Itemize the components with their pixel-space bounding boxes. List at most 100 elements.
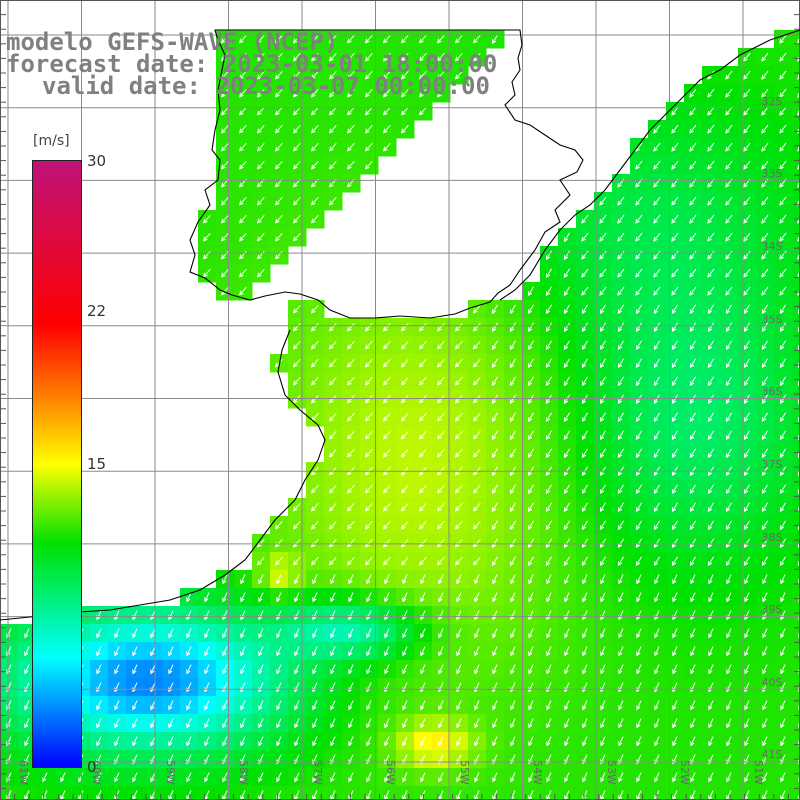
wind-arrow (761, 196, 769, 206)
wind-arrowhead (256, 236, 262, 242)
wind-arrowhead (328, 92, 334, 98)
wind-arrow (762, 592, 768, 602)
wind-arrow (347, 88, 355, 98)
wind-arrowhead (779, 507, 785, 513)
wind-arrow (456, 646, 462, 656)
wind-arrowhead (366, 597, 371, 603)
wind-arrowhead (726, 669, 731, 675)
wind-arrow (671, 124, 679, 134)
wind-arrow (527, 322, 535, 332)
wind-arrow (492, 682, 498, 692)
wind-cell (792, 642, 800, 661)
wind-arrowhead (256, 146, 262, 152)
wind-arrow (582, 610, 588, 620)
wind-arrow (743, 70, 751, 80)
wind-arrow (329, 196, 337, 206)
wind-arrowhead (671, 525, 677, 531)
lat-label: 36S (762, 385, 783, 398)
wind-arrow (186, 682, 192, 692)
wind-arrow (708, 700, 714, 710)
wind-arrowhead (546, 741, 551, 747)
wind-arrowhead (330, 633, 335, 639)
wind-arrow (671, 448, 679, 458)
wind-arrow (96, 790, 102, 800)
wind-arrow (419, 358, 427, 368)
wind-arrow (491, 340, 499, 350)
wind-arrowhead (150, 669, 155, 675)
wind-arrow (330, 628, 336, 638)
wind-arrow (779, 340, 787, 350)
wind-arrowhead (635, 272, 640, 278)
wind-arrow (347, 484, 355, 494)
wind-arrowhead (472, 470, 478, 476)
wind-arrowhead (292, 218, 298, 224)
wind-arrow (275, 88, 283, 98)
wind-arrowhead (454, 362, 460, 368)
wind-arrowhead (310, 398, 316, 404)
wind-arrowhead (563, 363, 569, 369)
wind-arrow (654, 628, 660, 638)
wind-arrowhead (420, 741, 425, 747)
wind-arrowhead (564, 723, 569, 729)
wind-arrowhead (797, 110, 800, 116)
wind-arrow (186, 664, 192, 674)
wind-arrow (779, 322, 787, 332)
wind-arrowhead (726, 723, 731, 729)
wind-arrow (797, 39, 800, 44)
wind-arrowhead (384, 669, 389, 675)
wind-arrowhead (564, 687, 569, 693)
wind-arrowhead (671, 345, 677, 351)
wind-arrowhead (797, 345, 800, 351)
wind-arrowhead (779, 290, 784, 296)
wind-arrowhead (474, 633, 479, 639)
wind-arrowhead (274, 38, 280, 44)
lon-label: 58W (237, 760, 250, 785)
wind-arrow (545, 268, 553, 278)
wind-arrow (617, 304, 625, 314)
wind-arrowhead (780, 651, 785, 657)
wind-arrowhead (292, 56, 298, 62)
wind-arrow (384, 790, 390, 800)
wind-arrowhead (6, 669, 11, 675)
wind-arrowhead (24, 705, 29, 711)
wind-arrowhead (761, 561, 767, 567)
wind-arrowhead (761, 471, 767, 477)
wind-arrowhead (618, 597, 623, 603)
wind-arrowhead (762, 597, 767, 603)
wind-arrow (797, 75, 800, 80)
wind-arrowhead (346, 146, 352, 152)
wind-arrowhead (276, 777, 281, 783)
wind-arrowhead (436, 92, 442, 98)
wind-arrowhead (222, 687, 227, 693)
wind-arrow (114, 700, 120, 710)
wind-arrowhead (690, 597, 695, 603)
wind-arrow (60, 772, 66, 782)
wind-arrow (312, 592, 318, 602)
wind-arrow (689, 196, 697, 206)
wind-arrowhead (509, 471, 515, 477)
wind-arrow (293, 232, 301, 242)
wind-arrow (456, 610, 462, 620)
wind-arrowhead (258, 777, 263, 783)
wind-arrowhead (509, 381, 515, 387)
wind-arrow (563, 340, 571, 350)
wind-arrow (311, 214, 319, 224)
wind-arrowhead (491, 453, 497, 459)
wind-arrow (168, 682, 174, 692)
wind-arrowhead (599, 489, 605, 495)
wind-arrow (294, 646, 300, 656)
wind-arrow (689, 232, 697, 242)
wind-arrowhead (546, 723, 551, 729)
wind-arrowhead (725, 381, 731, 387)
wind-arrowhead (454, 344, 460, 350)
wind-arrow (383, 556, 391, 566)
wind-arrowhead (762, 777, 767, 783)
wind-arrowhead (653, 200, 658, 206)
wind-arrowhead (510, 723, 515, 729)
wind-arrowhead (527, 327, 533, 333)
wind-arrow (420, 736, 426, 746)
wind-arrow (383, 412, 391, 422)
wind-arrow (563, 520, 571, 530)
wind-speed-field (0, 30, 800, 800)
wind-arrowhead (492, 723, 497, 729)
